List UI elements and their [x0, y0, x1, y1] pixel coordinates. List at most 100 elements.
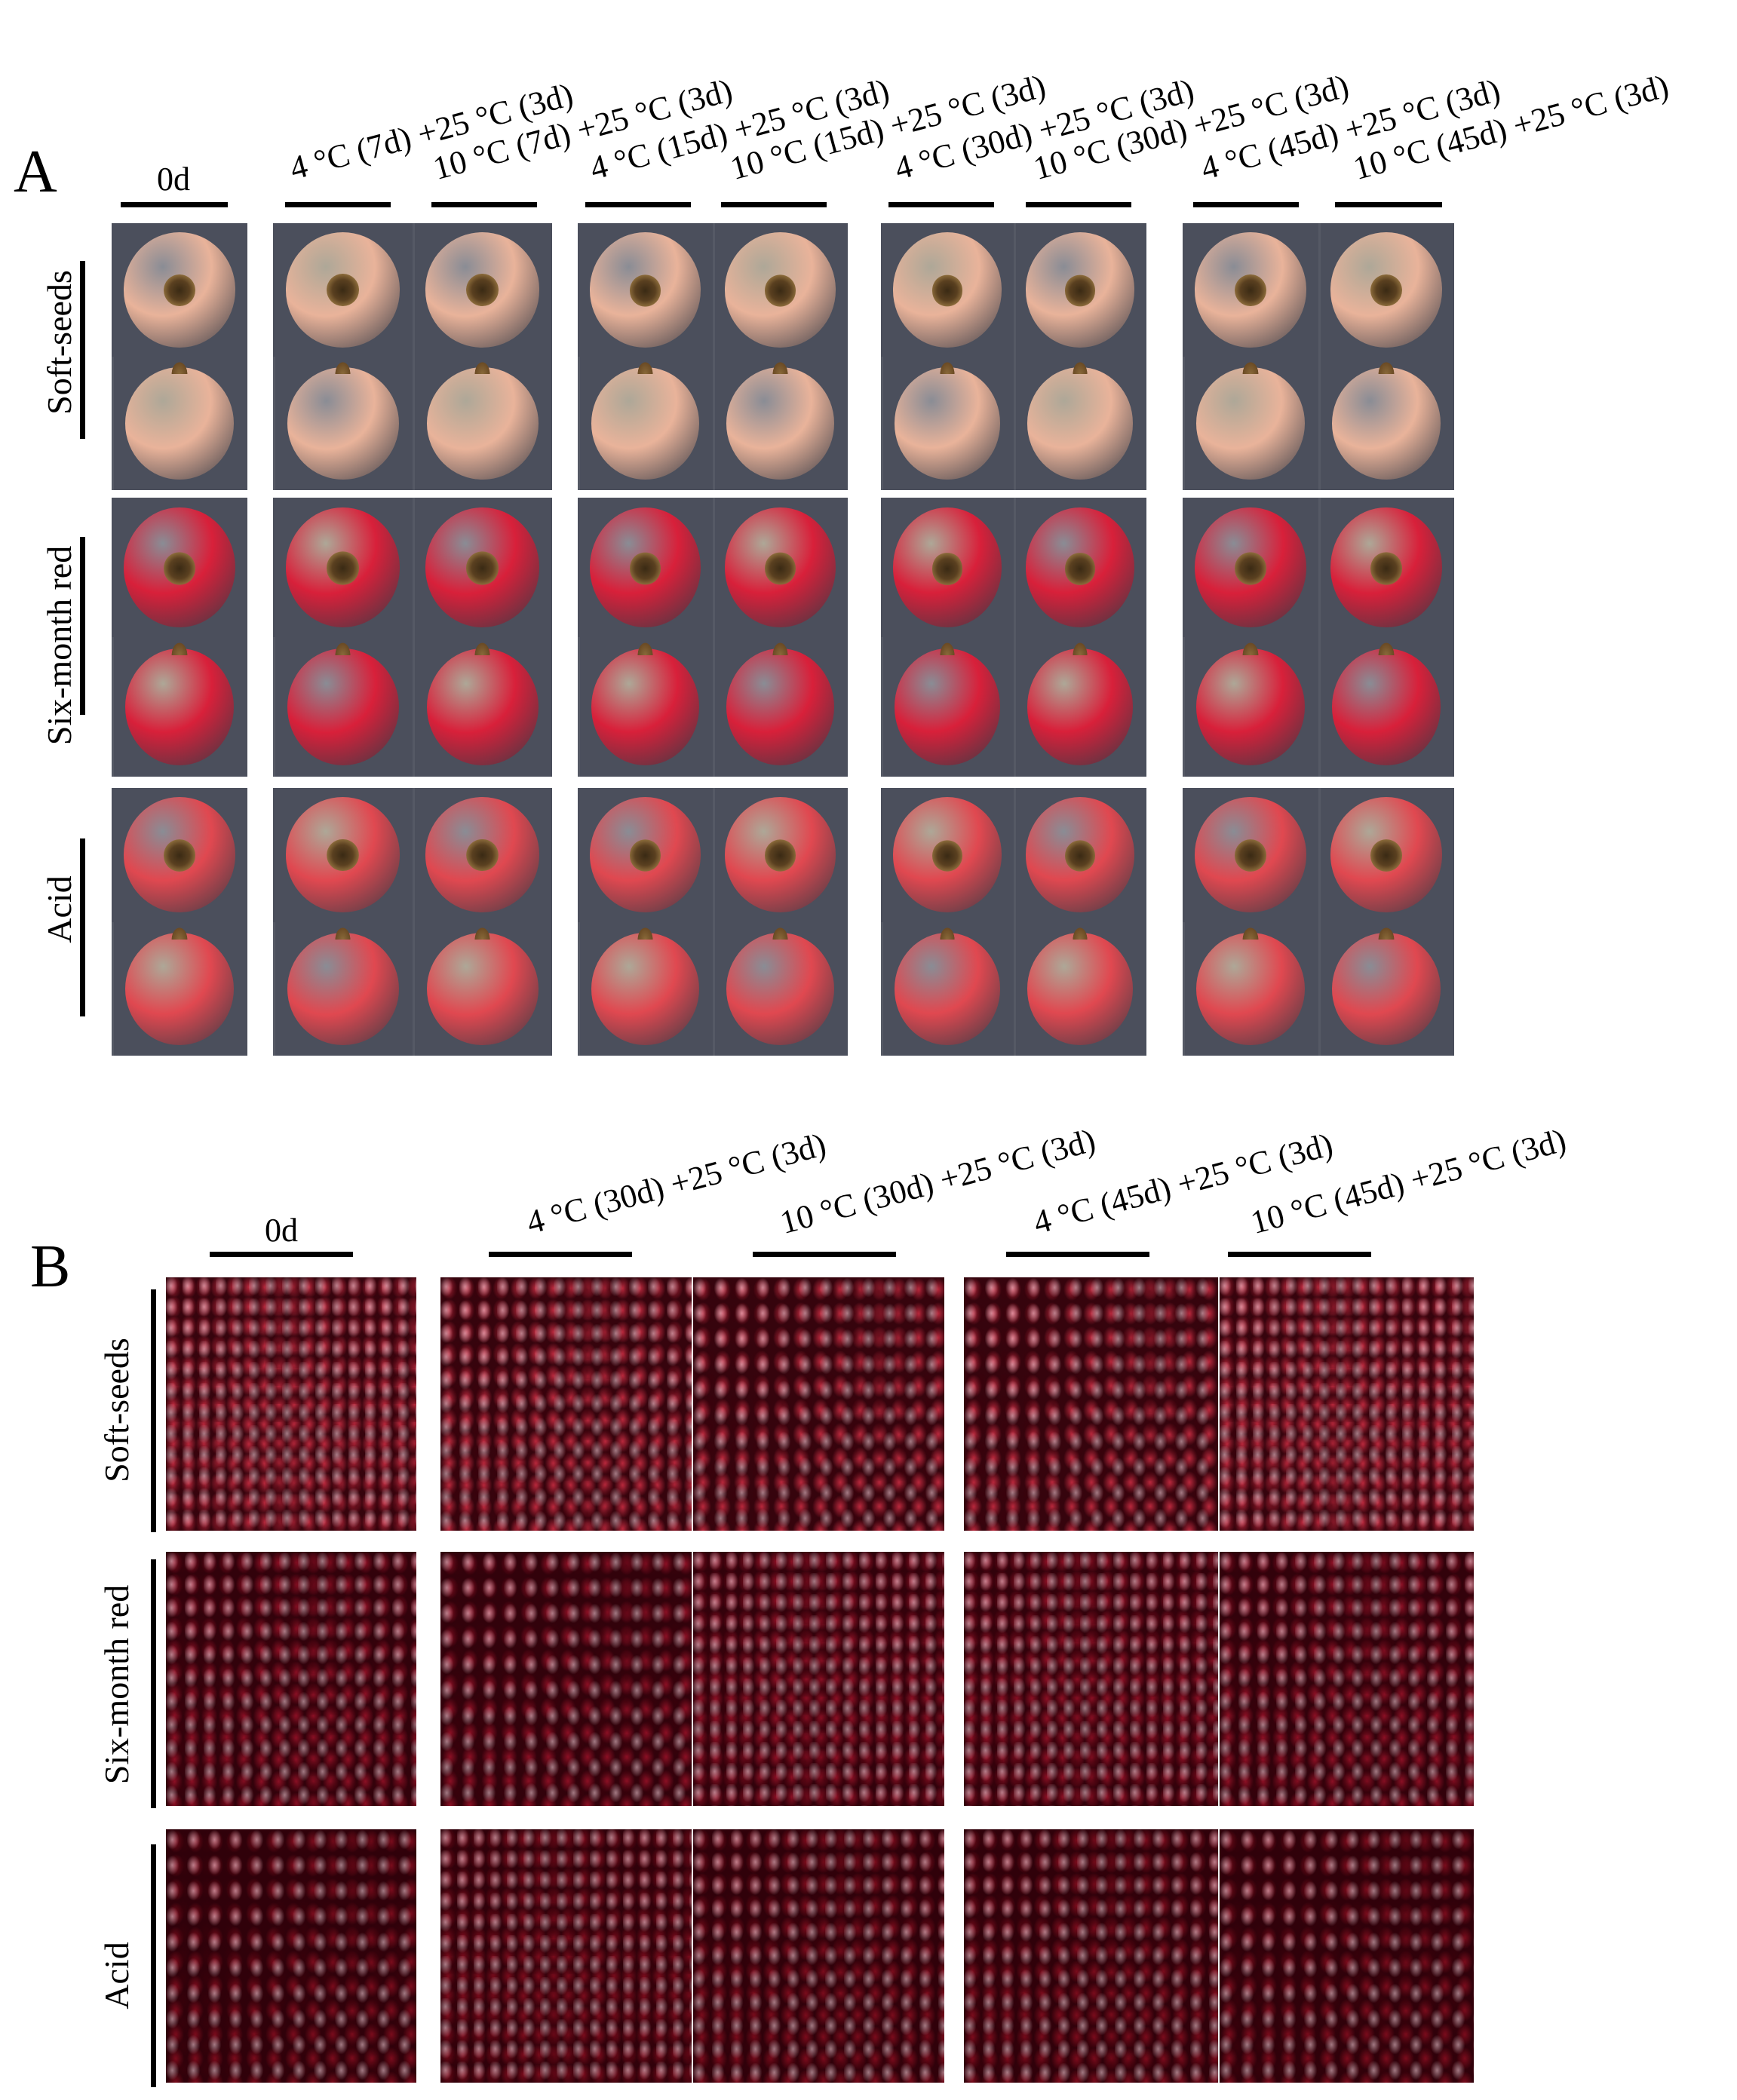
fruit-photo [1014, 498, 1146, 637]
fruit-photo [112, 357, 247, 490]
fruit-side-view [894, 925, 1001, 1045]
fruit-side-view [894, 360, 1001, 480]
fruit-photo-block-soft-seeds [881, 223, 1146, 490]
aril-photo [166, 1552, 416, 1806]
fruit-photo [1183, 357, 1318, 490]
fruit-photo [1183, 637, 1318, 777]
panel-a-col-bar [1335, 202, 1442, 207]
panel-a-col-bar [121, 202, 228, 207]
fruit-side-view [1332, 360, 1441, 480]
fruit-side-view [591, 925, 700, 1045]
fruit-photo [881, 357, 1014, 490]
fruit-top-view [1025, 797, 1135, 913]
aril-photo [1220, 1552, 1474, 1806]
crown [637, 925, 654, 940]
panel-a-col-bar [285, 202, 391, 207]
fruit-photo [713, 498, 848, 637]
panel-b-row-bar [151, 1559, 156, 1808]
fruit-top-view [124, 507, 235, 628]
aril-photo [964, 1552, 1218, 1806]
fruit-photo [413, 498, 552, 637]
panel-b-col-bar [210, 1252, 353, 1257]
fruit-side-view [125, 641, 234, 766]
fruit-top-view [1330, 507, 1442, 628]
panel-b-letter: B [30, 1234, 71, 1300]
fruit-photo [881, 788, 1014, 922]
panel-a-row-label-acid: Acid [40, 875, 78, 943]
crown [1377, 360, 1395, 375]
fruit-photo-block-soft-seeds [1183, 223, 1454, 490]
fruit-photo [273, 637, 413, 777]
panel-a-row-label-six-month-red: Six-month red [40, 545, 78, 746]
panel-b-row-label-six-month-red: Six-month red [97, 1584, 136, 1785]
fruit-photo [273, 498, 413, 637]
calyx [164, 274, 195, 307]
aril-photo [166, 1829, 416, 2083]
fruit-photo [1318, 922, 1454, 1056]
fruit-top-view [892, 507, 1002, 628]
fruit-photo [1014, 357, 1146, 490]
panel-a-row-bar [80, 537, 85, 715]
panel-a-col-label-0d: 0d [157, 161, 190, 198]
panel-a-col-bar [888, 202, 994, 207]
calyx [1370, 551, 1402, 586]
crown [1377, 925, 1395, 940]
aril-photo [440, 1277, 692, 1531]
fruit-top-view [1330, 232, 1442, 348]
fruit-top-view [1195, 507, 1306, 628]
fruit-photo-block-six-month-red [1183, 498, 1454, 777]
fruit-top-view [1195, 232, 1306, 348]
fruit-side-view [591, 360, 700, 480]
fruit-top-view [1025, 507, 1135, 628]
fruit-photo [1014, 637, 1146, 777]
fruit-side-view [426, 641, 539, 766]
calyx [466, 838, 499, 872]
panel-b-row-bar [151, 1844, 156, 2087]
calyx [327, 838, 359, 872]
calyx [764, 839, 796, 872]
calyx [629, 839, 661, 872]
fruit-photo [881, 637, 1014, 777]
aril-photo-block-acid [440, 1829, 944, 2083]
fruit-side-view [1027, 641, 1134, 766]
aril-photo-block-acid [964, 1829, 1474, 2083]
crown [1241, 925, 1260, 940]
calyx [931, 552, 963, 586]
fruit-side-view [1196, 925, 1305, 1045]
fruit-photo [413, 922, 552, 1056]
fruit-photo-block-acid [112, 788, 247, 1056]
fruit-side-view [1027, 925, 1134, 1045]
calyx [764, 551, 796, 586]
fruit-top-view [725, 797, 836, 913]
calyx [1064, 274, 1096, 307]
fruit-side-view [287, 925, 399, 1045]
aril-photo [440, 1552, 692, 1806]
fruit-photo [273, 922, 413, 1056]
fruit-side-view [426, 925, 539, 1045]
crown [170, 641, 189, 656]
fruit-photo [273, 357, 413, 490]
fruit-photo-block-six-month-red [578, 498, 848, 777]
fruit-top-view [590, 232, 701, 348]
fruit-side-view [287, 360, 399, 480]
crown [473, 925, 492, 940]
panel-b-row-label-acid: Acid [97, 1942, 136, 2010]
calyx [931, 274, 963, 307]
crown [473, 360, 492, 375]
fruit-photo [578, 922, 713, 1056]
panel-b-col-bar [1006, 1252, 1149, 1257]
fruit-top-view [124, 232, 235, 348]
fruit-top-view [425, 507, 540, 628]
crown [333, 641, 352, 656]
aril-photo [440, 1829, 692, 2083]
fruit-photo-block-soft-seeds [112, 223, 247, 490]
fruit-photo [273, 223, 413, 357]
aril-photo [166, 1277, 416, 1531]
calyx [164, 551, 195, 586]
fruit-side-view [1332, 925, 1441, 1045]
crown [772, 360, 789, 375]
fruit-photo-block-six-month-red [273, 498, 552, 777]
calyx [931, 839, 963, 872]
crown [473, 641, 492, 656]
fruit-photo [413, 637, 552, 777]
